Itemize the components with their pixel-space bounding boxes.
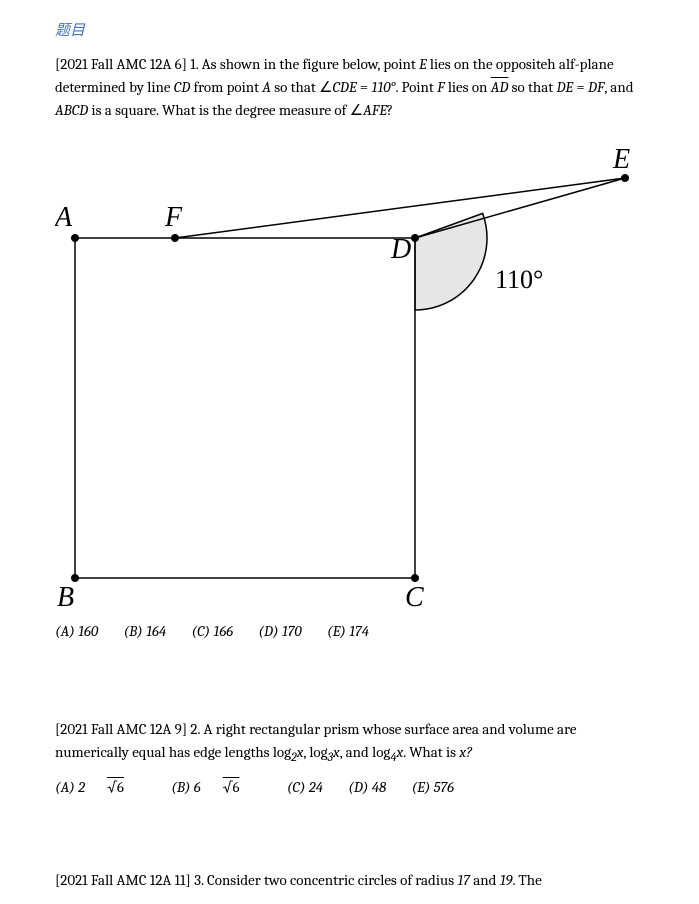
t: , and <box>604 78 633 96</box>
section-header: 题目 <box>55 20 649 43</box>
svg-text:C: C <box>405 582 424 608</box>
b-pre: (B) 6 <box>171 778 200 796</box>
var-A: A <box>262 78 271 96</box>
problem-3-text: [2021 Fall AMC 12A 11] 3. Consider two c… <box>55 869 649 892</box>
ans-D: (D) 170 <box>258 622 301 640</box>
eq: = <box>573 78 588 96</box>
svg-text:110°: 110° <box>495 265 543 294</box>
t: so that ∠ <box>271 78 333 96</box>
svg-text:B: B <box>57 582 74 608</box>
r1: 17 <box>457 871 470 889</box>
t: and <box>470 871 500 889</box>
t: . What is <box>403 743 459 761</box>
angle-110: 110° <box>371 78 395 96</box>
x: x? <box>459 743 472 761</box>
t: Consider two concentric circles of radiu… <box>204 871 458 889</box>
p1-tag: [2021 Fall AMC 12A 6] 1. <box>55 55 198 73</box>
ans-A: (A) 2 √6 <box>55 778 146 796</box>
var-E: E <box>419 55 427 73</box>
t: . Point <box>396 78 438 96</box>
ans-E: (E) 576 <box>412 778 454 796</box>
t: lies on <box>445 78 491 96</box>
problem-1-answers: (A) 160 (B) 164 (C) 166 (D) 170 (E) 174 <box>55 620 649 643</box>
t: so that <box>508 78 556 96</box>
r2: 19 <box>500 871 513 889</box>
a-rad: √6 <box>107 778 124 796</box>
p3-tag: [2021 Fall AMC 12A 11] 3. <box>55 871 204 889</box>
geometry-figure: A F D E B C 110° <box>55 138 635 608</box>
problem-1: [2021 Fall AMC 12A 6] 1. As shown in the… <box>55 53 649 643</box>
problem-2-answers: (A) 2 √6 (B) 6 √6 (C) 24 (D) 48 (E) 576 <box>55 776 649 799</box>
t: from point <box>190 78 262 96</box>
var-F: F <box>437 78 444 96</box>
problem-2: [2021 Fall AMC 12A 9] 2. A right rectang… <box>55 718 649 799</box>
t: ? <box>387 101 393 119</box>
ans-D: (D) 48 <box>348 778 386 796</box>
t: . The <box>512 871 541 889</box>
figure-1: A F D E B C 110° <box>55 138 649 608</box>
t: As shown in the figure below, point <box>198 55 419 73</box>
var-CDE: CDE <box>333 78 357 96</box>
ans-C: (C) 24 <box>287 778 323 796</box>
var-DE: DE <box>556 78 573 96</box>
ans-B: (B) 6 √6 <box>171 778 261 796</box>
var-ABCD: ABCD <box>55 101 88 119</box>
ans-E: (E) 174 <box>327 622 369 640</box>
problem-3: [2021 Fall AMC 12A 11] 3. Consider two c… <box>55 869 649 892</box>
svg-text:D: D <box>390 234 411 265</box>
ans-A: (A) 160 <box>55 622 98 640</box>
a-pre: (A) 2 <box>55 778 85 796</box>
ans-B: (B) 164 <box>124 622 167 640</box>
t: is a square. What is the degree measure … <box>88 101 363 119</box>
t: , log <box>303 743 327 761</box>
eq: = <box>357 78 372 96</box>
svg-text:F: F <box>164 202 183 233</box>
var-DF: DF <box>588 78 604 96</box>
var-CD: CD <box>174 78 190 96</box>
t: , and log <box>340 743 391 761</box>
x: x <box>333 743 340 761</box>
p2-tag: [2021 Fall AMC 12A 9] 2. <box>55 720 200 738</box>
var-AD: AD <box>491 78 509 96</box>
svg-text:A: A <box>55 202 73 233</box>
var-AFE: AFE <box>363 101 387 119</box>
problem-2-text: [2021 Fall AMC 12A 9] 2. A right rectang… <box>55 718 649 769</box>
svg-text:E: E <box>612 144 630 175</box>
problem-1-text: [2021 Fall AMC 12A 6] 1. As shown in the… <box>55 53 649 123</box>
b-rad: √6 <box>223 778 240 796</box>
ans-C: (C) 166 <box>192 622 234 640</box>
